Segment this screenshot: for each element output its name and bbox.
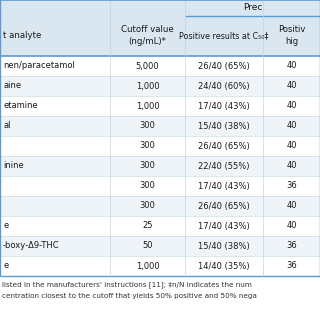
Text: 22/40 (55%): 22/40 (55%) [198,162,250,171]
Bar [185,0,320,16]
Bar [0,0,185,16]
Text: 40: 40 [286,202,297,211]
Text: listed in the manufacturers' instructions [11]; ‡n/N indicates the num: listed in the manufacturers' instruction… [2,282,252,288]
Text: 36: 36 [286,242,297,251]
Text: 40: 40 [286,101,297,110]
Text: 300: 300 [140,202,156,211]
Bar [0,236,320,256]
Text: 40: 40 [286,82,297,91]
Text: hig: hig [285,37,298,46]
Text: Positive results at C₅₀‡: Positive results at C₅₀‡ [179,31,269,41]
Bar [0,156,320,176]
Text: al: al [3,122,11,131]
Text: 300: 300 [140,122,156,131]
Text: (ng/mL)*: (ng/mL)* [129,37,166,46]
Text: 36: 36 [286,261,297,270]
Text: centration closest to the cutoff that yields 50% positive and 50% nega: centration closest to the cutoff that yi… [2,293,257,299]
Text: 5,000: 5,000 [136,61,159,70]
Bar [0,16,320,56]
Text: e: e [3,221,8,230]
Text: 26/40 (65%): 26/40 (65%) [198,141,250,150]
Text: 300: 300 [140,141,156,150]
Text: 1,000: 1,000 [136,82,159,91]
Text: inine: inine [3,162,24,171]
Text: 17/40 (43%): 17/40 (43%) [198,221,250,230]
Text: 1,000: 1,000 [136,101,159,110]
Bar [0,196,320,216]
Text: t analyte: t analyte [3,31,41,41]
Text: 15/40 (38%): 15/40 (38%) [198,122,250,131]
Text: nen/paracetamol: nen/paracetamol [3,61,75,70]
Text: 300: 300 [140,181,156,190]
Text: 26/40 (65%): 26/40 (65%) [198,61,250,70]
Text: 36: 36 [286,181,297,190]
Bar [0,176,320,196]
Bar [0,56,320,76]
Text: 24/40 (60%): 24/40 (60%) [198,82,250,91]
Text: 25: 25 [142,221,153,230]
Text: 40: 40 [286,141,297,150]
Text: 17/40 (43%): 17/40 (43%) [198,101,250,110]
Text: 40: 40 [286,221,297,230]
Text: 50: 50 [142,242,153,251]
Text: 15/40 (38%): 15/40 (38%) [198,242,250,251]
Text: e: e [3,261,8,270]
Bar [0,76,320,96]
Bar [0,116,320,136]
Text: aine: aine [3,82,21,91]
Text: 17/40 (43%): 17/40 (43%) [198,181,250,190]
Text: -boxy-Δ9-THC: -boxy-Δ9-THC [3,242,60,251]
Text: etamine: etamine [3,101,38,110]
Bar [0,136,320,156]
Text: 40: 40 [286,122,297,131]
Bar [0,96,320,116]
Bar [0,216,320,236]
Text: 40: 40 [286,61,297,70]
Text: 26/40 (65%): 26/40 (65%) [198,202,250,211]
Text: 40: 40 [286,162,297,171]
Text: Prec: Prec [243,4,262,12]
Text: Cutoff value: Cutoff value [121,26,174,35]
Bar [0,256,320,276]
Text: 14/40 (35%): 14/40 (35%) [198,261,250,270]
Text: 1,000: 1,000 [136,261,159,270]
Text: Positiv: Positiv [278,26,305,35]
Text: 300: 300 [140,162,156,171]
